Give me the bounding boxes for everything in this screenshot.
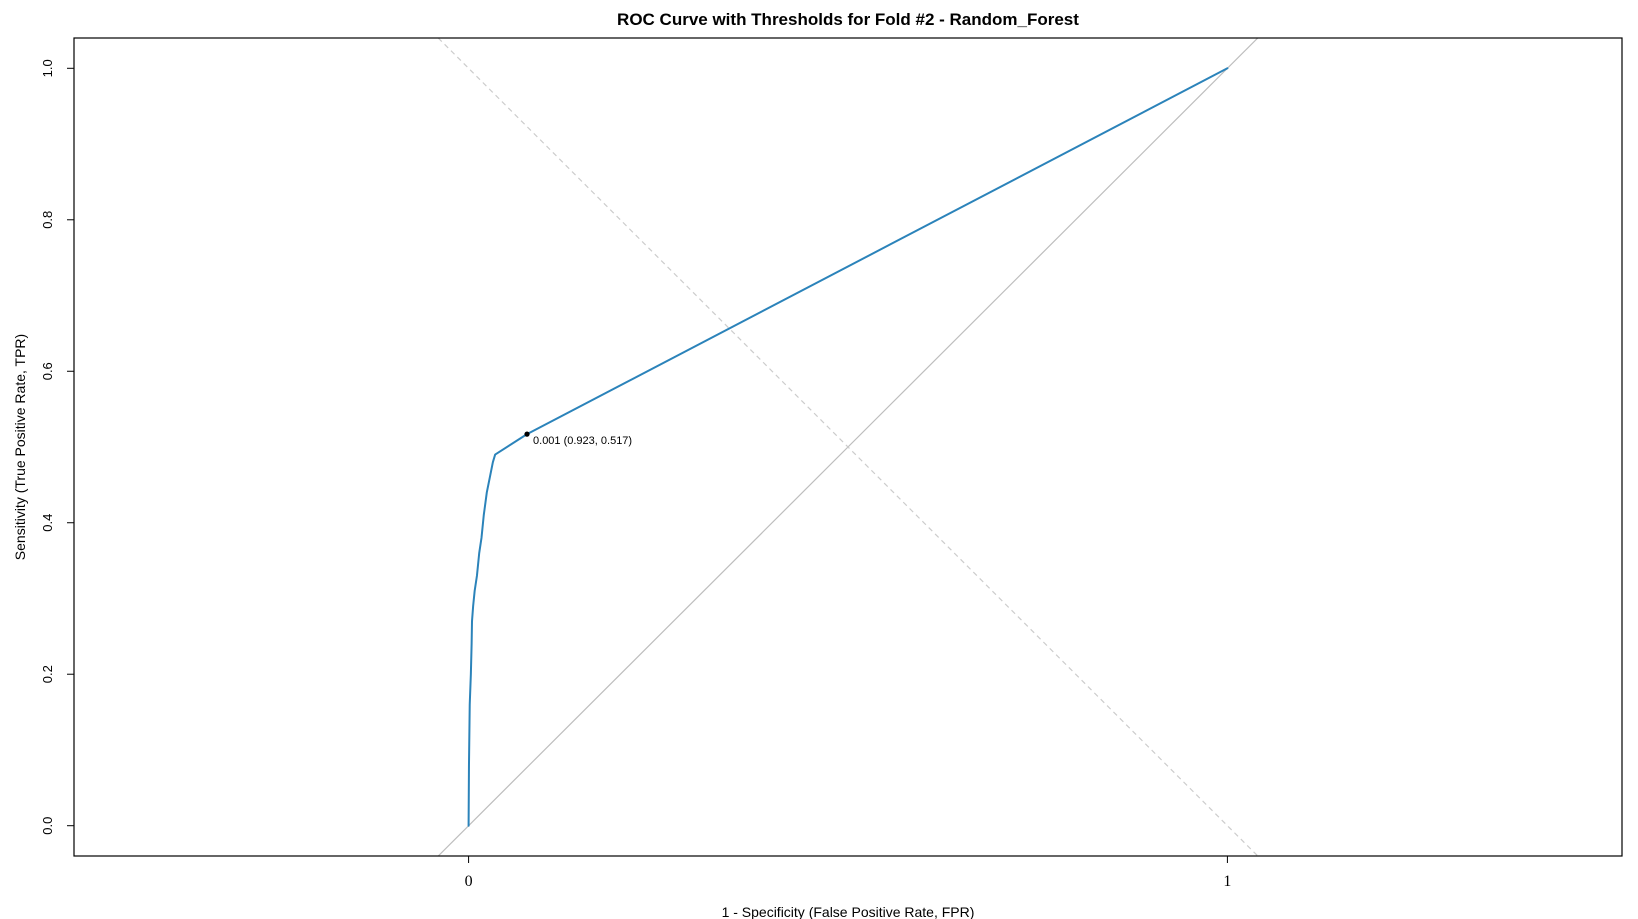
chart-title: ROC Curve with Thresholds for Fold #2 - … <box>617 10 1079 29</box>
y-tick-label: 0.4 <box>40 514 55 532</box>
annotation-points <box>524 431 530 437</box>
y-axis: 0.0 0.2 0.4 0.6 0.8 1.0 <box>40 59 74 835</box>
plot-frame <box>73 37 1623 857</box>
y-tick-label: 1.0 <box>40 59 55 77</box>
y-tick-label: 0.2 <box>40 665 55 683</box>
threshold-point <box>524 431 530 437</box>
youden-guide-line <box>437 38 1259 856</box>
y-axis-label: Sensitivity (True Positive Rate, TPR) <box>12 334 28 560</box>
roc-curve-line <box>467 67 1229 827</box>
reference-lines <box>437 38 1259 856</box>
plot-clip-group <box>437 38 1259 856</box>
annotation-labels: 0.001 (0.923, 0.517) <box>533 435 632 447</box>
plot-area <box>73 37 1623 857</box>
threshold-label: 0.001 (0.923, 0.517) <box>533 435 632 447</box>
y-tick-label: 0.8 <box>40 211 55 229</box>
x-tick-label: 1 <box>1223 873 1231 890</box>
y-tick-label: 0.0 <box>40 817 55 835</box>
y-tick-label: 0.6 <box>40 362 55 380</box>
x-tick-label: 0 <box>465 873 473 890</box>
series-layer <box>467 67 1229 827</box>
x-axis-label: 1 - Specificity (False Positive Rate, FP… <box>722 904 975 919</box>
